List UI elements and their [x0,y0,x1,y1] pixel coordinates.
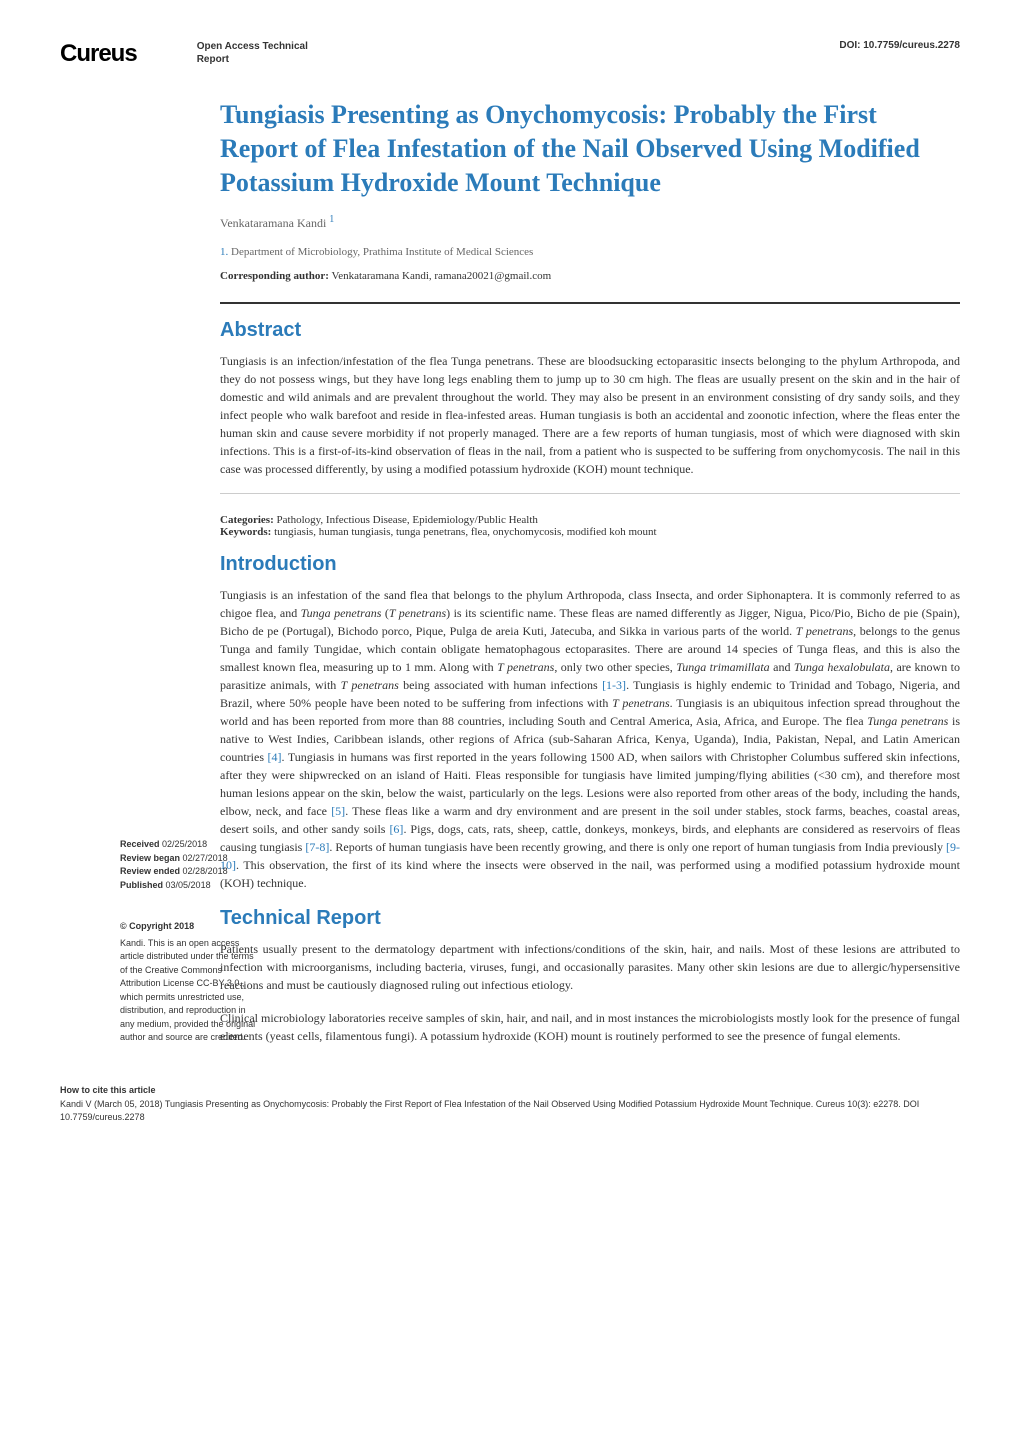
main-content: Tungiasis Presenting as Onychomycosis: P… [220,98,960,1124]
technical-report-para2: Clinical microbiology laboratories recei… [220,1009,960,1045]
received-value: 02/25/2018 [162,839,207,849]
intro-italic-5: Tunga trimamillata [676,660,769,674]
footer-citation: Kandi V (March 05, 2018) Tungiasis Prese… [60,1098,960,1123]
keywords-label: Keywords: [220,526,271,538]
corresponding-value: Venkataramana Kandi, ramana20021@gmail.c… [331,270,551,282]
review-began-label: Review began [120,853,180,863]
affiliation-text: Department of Microbiology, Prathima Ins… [231,246,533,258]
journal-logo: Cureus [60,40,137,68]
abstract-text: Tungiasis is an infection/infestation of… [220,352,960,478]
footer: How to cite this article Kandi V (March … [60,1085,960,1123]
ref-link-1[interactable]: [1-3] [602,678,626,692]
keywords-value: tungiasis, human tungiasis, tunga penetr… [274,526,657,538]
ref-link-5[interactable]: [7-8] [305,840,329,854]
copyright-text: Kandi. This is an open access article di… [120,937,260,1045]
intro-italic-9: Tunga penetrans [867,714,948,728]
sidebar-copyright: © Copyright 2018 Kandi. This is an open … [120,920,260,1045]
copyright-heading: © Copyright [120,921,172,931]
intro-text-2: ( [381,606,388,620]
header-row: Cureus Open Access Technical Report DOI:… [60,40,960,68]
intro-italic-1: Tunga penetrans [301,606,382,620]
categories-label: Categories: [220,514,274,526]
corresponding-author: Corresponding author: Venkataramana Kand… [220,270,960,282]
copyright-year: 2018 [174,921,194,931]
published-label: Published [120,880,163,890]
sidebar-dates: Received 02/25/2018 Review began 02/27/2… [120,838,260,892]
author-ref-num[interactable]: 1 [329,214,334,225]
ref-link-3[interactable]: [5] [331,804,345,818]
divider-top [220,302,960,304]
copyright-heading-line: © Copyright 2018 [120,920,260,934]
intro-italic-8: T penetrans [612,696,670,710]
introduction-heading: Introduction [220,553,960,576]
technical-report-para1: Patients usually present to the dermatol… [220,940,960,994]
intro-italic-3: T penetrans [796,624,853,638]
intro-text-6: and [770,660,794,674]
article-title: Tungiasis Presenting as Onychomycosis: P… [220,98,960,199]
intro-italic-7: T penetrans [341,678,399,692]
categories-value: Pathology, Infectious Disease, Epidemiol… [277,514,538,526]
author-line: Venkataramana Kandi 1 [220,214,960,231]
abstract-heading: Abstract [220,319,960,342]
published-line: Published 03/05/2018 [120,879,260,893]
intro-text-5: , only two other species, [554,660,676,674]
intro-italic-6: Tunga hexalobulata [794,660,890,674]
published-value: 03/05/2018 [166,880,211,890]
footer-heading: How to cite this article [60,1085,960,1095]
received-label: Received [120,839,160,849]
doi-container: DOI: 10.7759/cureus.2278 [839,40,960,51]
review-began-value: 02/27/2018 [183,853,228,863]
intro-text-8: being associated with human infections [399,678,602,692]
doi-label: DOI: [839,40,860,51]
intro-italic-2: T penetrans [389,606,446,620]
review-ended-value: 02/28/2018 [183,866,228,876]
intro-text-15: . Reports of human tungiasis have been r… [329,840,946,854]
ref-link-4[interactable]: [6] [389,822,403,836]
affiliation-num: 1. [220,246,228,258]
corresponding-label: Corresponding author: [220,270,329,282]
review-ended-label: Review ended [120,866,180,876]
review-began-line: Review began 02/27/2018 [120,852,260,866]
affiliation-line: 1. Department of Microbiology, Prathima … [220,246,960,258]
access-label-line1: Open Access Technical [197,40,308,53]
access-label-line2: Report [197,53,308,66]
technical-report-heading: Technical Report [220,907,960,930]
introduction-text: Tungiasis is an infestation of the sand … [220,586,960,892]
doi-value: 10.7759/cureus.2278 [863,40,960,51]
author-name: Venkataramana Kandi [220,216,326,230]
categories-line: Categories: Pathology, Infectious Diseas… [220,514,960,526]
review-ended-line: Review ended 02/28/2018 [120,865,260,879]
access-label: Open Access Technical Report [197,40,308,66]
received-line: Received 02/25/2018 [120,838,260,852]
intro-italic-4: T penetrans [497,660,554,674]
divider-abstract-end [220,493,960,494]
keywords-line: Keywords: tungiasis, human tungiasis, tu… [220,526,960,538]
intro-text-16: . This observation, the first of its kin… [220,858,960,890]
ref-link-2[interactable]: [4] [268,750,282,764]
